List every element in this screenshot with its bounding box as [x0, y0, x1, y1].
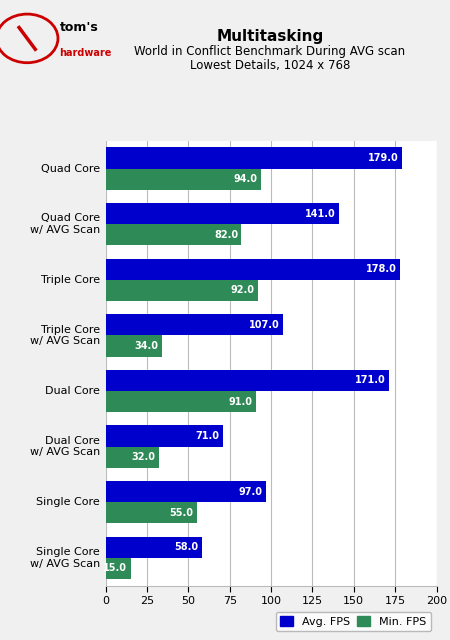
- Bar: [106, 537, 202, 558]
- Bar: [106, 502, 197, 524]
- Text: hardware: hardware: [59, 48, 112, 58]
- Text: 92.0: 92.0: [230, 285, 255, 296]
- Bar: [106, 314, 283, 335]
- Text: 94.0: 94.0: [234, 174, 258, 184]
- Text: 58.0: 58.0: [174, 542, 198, 552]
- Text: 107.0: 107.0: [249, 320, 279, 330]
- Text: 171.0: 171.0: [355, 376, 385, 385]
- Text: 82.0: 82.0: [214, 230, 238, 240]
- Bar: [106, 203, 339, 224]
- Bar: [106, 426, 223, 447]
- Bar: [106, 335, 162, 356]
- Bar: [106, 370, 388, 391]
- Text: 55.0: 55.0: [169, 508, 194, 518]
- Bar: [106, 147, 402, 168]
- Text: tom's: tom's: [59, 21, 99, 34]
- Bar: [106, 224, 241, 245]
- Text: 91.0: 91.0: [229, 397, 253, 406]
- Text: 15.0: 15.0: [103, 563, 127, 573]
- Bar: [106, 481, 266, 502]
- Text: 178.0: 178.0: [366, 264, 397, 274]
- Text: 141.0: 141.0: [305, 209, 336, 219]
- Bar: [106, 259, 400, 280]
- Text: 32.0: 32.0: [131, 452, 155, 462]
- Bar: [106, 447, 159, 468]
- Text: 34.0: 34.0: [135, 341, 159, 351]
- Text: World in Conflict Benchmark During AVG scan: World in Conflict Benchmark During AVG s…: [135, 45, 405, 58]
- Text: Multitasking: Multitasking: [216, 29, 324, 44]
- Legend: Avg. FPS, Min. FPS: Avg. FPS, Min. FPS: [275, 612, 431, 631]
- Text: Lowest Details, 1024 x 768: Lowest Details, 1024 x 768: [190, 59, 350, 72]
- Text: 179.0: 179.0: [368, 153, 398, 163]
- Bar: [106, 168, 261, 189]
- Bar: [106, 280, 258, 301]
- Text: 71.0: 71.0: [196, 431, 220, 441]
- Bar: [106, 558, 130, 579]
- Text: 97.0: 97.0: [239, 486, 263, 497]
- Bar: [106, 391, 256, 412]
